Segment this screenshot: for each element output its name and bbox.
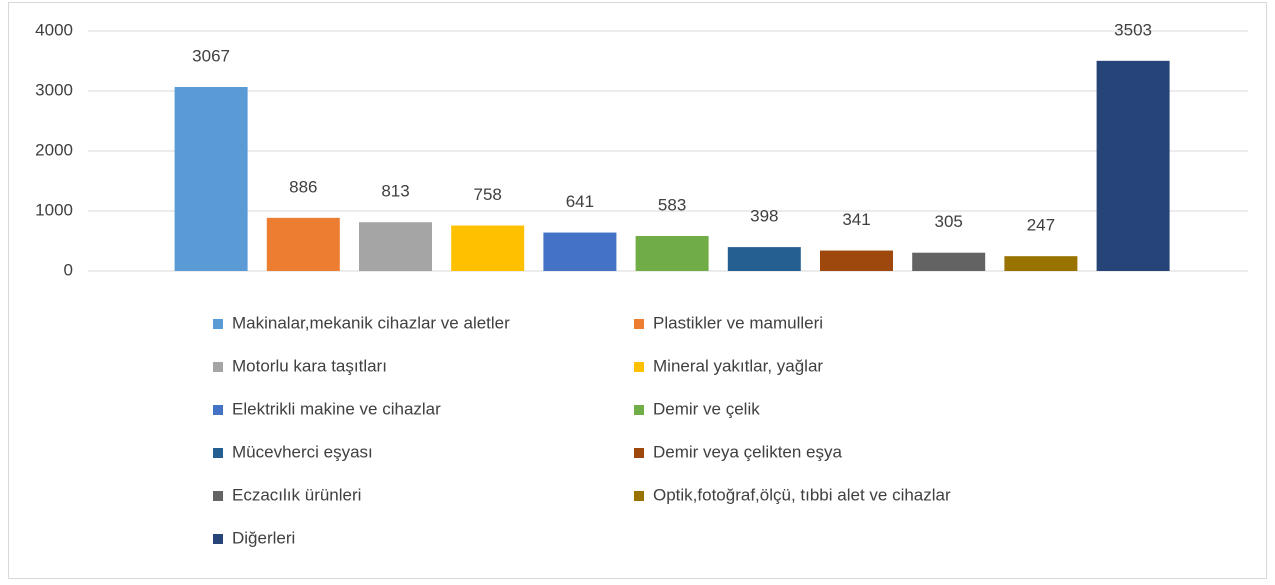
legend-swatch [213,405,223,415]
data-label: 583 [658,196,686,215]
data-label: 3503 [1114,20,1152,39]
legend-swatch [213,534,223,544]
bar [174,86,248,271]
legend-swatch [213,491,223,501]
y-tick-label: 4000 [35,20,73,39]
legend-label: Makinalar,mekanik cihazlar ve aletler [232,313,510,332]
data-label: 3067 [192,46,230,65]
data-label: 247 [1027,216,1055,235]
legend-label: Demir ve çelik [653,399,760,418]
legend-swatch [634,362,644,372]
data-label: 813 [381,182,409,201]
legend-swatch [634,491,644,501]
data-label: 398 [750,207,778,226]
legend-swatch [213,448,223,458]
bar [635,236,709,271]
data-label: 305 [935,212,963,231]
legend-label: Motorlu kara taşıtları [232,356,387,375]
legend-swatch [213,319,223,329]
y-tick-label: 3000 [35,80,73,99]
bar [451,225,525,271]
bar [912,252,986,271]
bar [359,222,432,271]
legend-label: Diğerleri [232,528,295,547]
data-label: 758 [474,185,502,204]
bar [727,247,801,271]
y-tick-label: 2000 [35,140,73,159]
legend-label: Plastikler ve mamulleri [653,313,823,332]
bar [1096,60,1170,271]
legend-swatch [634,405,644,415]
legend-label: Elektrikli makine ve cihazlar [232,399,441,418]
bar [820,250,893,271]
bar [1004,256,1078,271]
y-tick-label: 0 [64,260,73,279]
data-label: 341 [842,210,870,229]
legend-swatch [634,319,644,329]
bar [266,217,340,271]
legend-swatch [213,362,223,372]
legend-label: Mücevherci eşyası [232,442,373,461]
legend-swatch [634,448,644,458]
legend-label: Mineral yakıtlar, yağlar [653,356,823,375]
legend-label: Eczacılık ürünleri [232,485,361,504]
legend-label: Optik,fotoğraf,ölçü, tıbbi alet ve cihaz… [653,485,951,504]
legend-label: Demir veya çelikten eşya [653,442,843,461]
bar [543,232,617,271]
data-label: 641 [566,192,594,211]
y-tick-label: 1000 [35,200,73,219]
data-label: 886 [289,177,317,196]
